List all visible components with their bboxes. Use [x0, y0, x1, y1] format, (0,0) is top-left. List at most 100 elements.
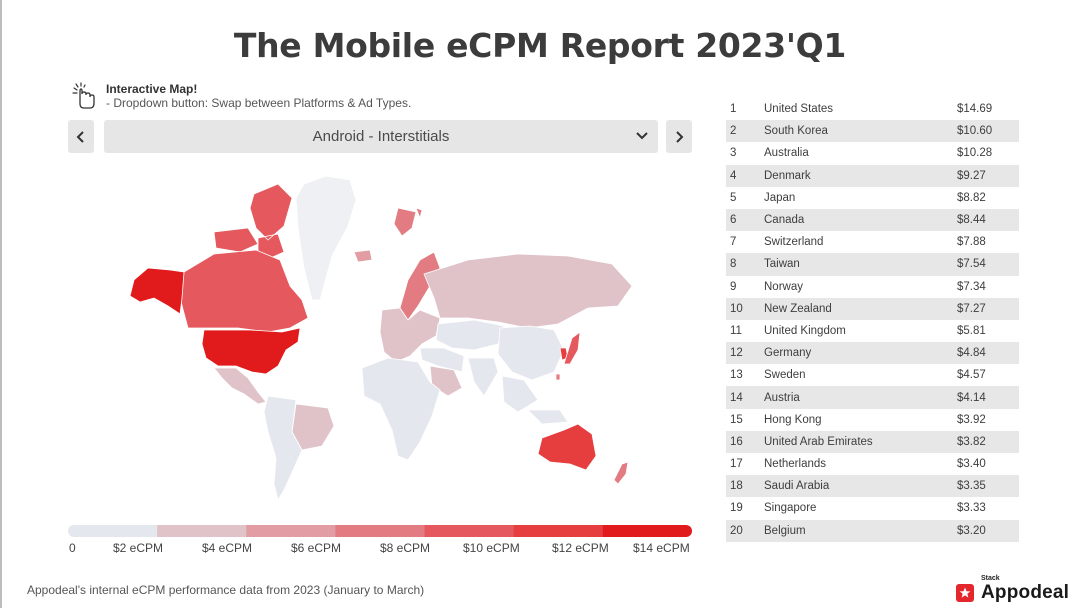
map-region-alaska[interactable] [129, 267, 185, 315]
ecpm-cell: $10.28 [957, 147, 993, 160]
map-region-mexico[interactable] [213, 367, 267, 405]
ecpm-cell: $4.57 [957, 369, 986, 382]
country-cell: Taiwan [764, 253, 957, 276]
map-region-united-states[interactable] [201, 327, 301, 375]
ecpm-cell: $3.40 [957, 458, 986, 471]
dropdown-selected-value: Android - Interstitials [312, 128, 450, 145]
ecpm-cell: $8.82 [957, 191, 986, 204]
world-map[interactable] [118, 168, 638, 508]
country-cell: Netherlands [764, 458, 827, 471]
table-row: 15 Hong Kong $3.92 [726, 409, 1019, 431]
rank-cell: 13 [730, 369, 743, 382]
table-row: 9 Norway $7.34 [726, 276, 1019, 298]
map-region-new-zealand[interactable] [613, 461, 629, 485]
map-region-russia[interactable] [423, 253, 633, 329]
map-region-southeast-asia[interactable] [501, 375, 569, 425]
table-row: 19 Singapore $3.33 [726, 497, 1019, 519]
chevron-right-icon [676, 130, 684, 143]
rank-cell: 4 [726, 164, 764, 187]
country-cell: Saudi Arabia [764, 475, 957, 498]
ecpm-cell: $4.84 [957, 342, 1019, 365]
ecpm-cell: $3.92 [957, 413, 986, 426]
country-cell: United Arab Emirates [764, 430, 957, 453]
table-row: 20 Belgium $3.20 [726, 519, 1019, 542]
table-row: 6 Canada $8.44 [726, 208, 1019, 232]
ecpm-cell: $9.27 [957, 164, 1019, 187]
table-row: 16 United Arab Emirates $3.82 [726, 430, 1019, 453]
map-region-india[interactable] [467, 357, 499, 397]
rank-cell: 18 [726, 475, 764, 498]
rank-cell: 10 [726, 297, 764, 320]
legend-label: $6 eCPM [291, 541, 342, 555]
rank-cell: 11 [730, 324, 742, 337]
ecpm-cell: $8.44 [957, 208, 1019, 232]
country-cell: Belgium [764, 519, 957, 542]
map-region-china[interactable] [497, 325, 565, 381]
map-region-central-asia[interactable] [435, 319, 505, 351]
chevron-down-icon [636, 132, 648, 140]
legend-segment [602, 525, 692, 537]
report-title: The Mobile eCPM Report 2023'Q1 [233, 26, 847, 65]
legend-label: $4 eCPM [202, 541, 253, 555]
table-row: 8 Taiwan $7.54 [726, 253, 1019, 276]
ecpm-cell: $7.34 [957, 280, 986, 293]
ecpm-cell: $7.88 [957, 236, 986, 249]
hint-subtitle: - Dropdown button: Swap between Platform… [106, 96, 412, 110]
chevron-left-icon [76, 130, 84, 143]
map-region-south-america[interactable] [263, 395, 303, 502]
map-region-iceland[interactable] [353, 249, 373, 263]
legend-label: $8 eCPM [380, 541, 431, 555]
table-row: 11 United Kingdom $5.81 [726, 320, 1019, 342]
country-cell: Canada [764, 208, 957, 232]
rank-cell: 2 [726, 120, 764, 143]
stack-appodeal-logo[interactable]: Stack Appodeal [956, 574, 1069, 604]
map-region-middle-east[interactable] [419, 347, 465, 373]
map-region-europe[interactable] [379, 307, 441, 363]
country-cell: Denmark [764, 164, 957, 187]
country-cell: South Korea [764, 120, 957, 143]
rank-cell: 6 [726, 208, 764, 232]
country-cell: Sweden [764, 369, 806, 382]
star-logo-icon [956, 584, 974, 602]
legend-label: $12 eCPM [552, 541, 609, 555]
map-region-australia[interactable] [537, 423, 597, 471]
left-border [0, 0, 2, 608]
map-region-africa[interactable] [361, 357, 441, 461]
map-region-greenland[interactable] [295, 175, 357, 301]
country-cell: New Zealand [764, 297, 957, 320]
ecpm-cell: $10.60 [957, 120, 1019, 143]
next-button[interactable] [666, 120, 692, 153]
map-region-scandinavia[interactable] [399, 251, 441, 321]
platform-adtype-dropdown[interactable]: Android - Interstitials [104, 120, 658, 153]
map-region-canada[interactable] [179, 249, 309, 333]
legend-segment [246, 525, 336, 537]
map-region-taiwan[interactable] [555, 373, 561, 381]
table-row: 13 Sweden $4.57 [726, 364, 1019, 386]
table-row: 1 United States $14.69 [726, 98, 1019, 120]
country-cell: Norway [764, 280, 803, 293]
rank-cell: 7 [730, 236, 737, 249]
rank-cell: 16 [726, 430, 764, 453]
previous-button[interactable] [68, 120, 94, 153]
table-row: 10 New Zealand $7.27 [726, 297, 1019, 320]
legend-label: $10 eCPM [463, 541, 520, 555]
rank-cell: 17 [730, 458, 743, 471]
brand-stack-label: Stack [981, 575, 1000, 582]
ecpm-cell: $7.27 [957, 297, 1019, 320]
map-region-svalbard[interactable] [393, 207, 423, 237]
legend-label: $2 eCPM [113, 541, 164, 555]
country-cell: Australia [764, 147, 809, 160]
table-row: 7 Switzerland $7.88 [726, 231, 1019, 253]
country-cell: Hong Kong [764, 413, 822, 426]
rank-cell: 14 [726, 386, 764, 409]
country-cell: Japan [764, 191, 796, 204]
ecpm-cell: $3.20 [957, 519, 1019, 542]
map-region-japan[interactable] [563, 331, 581, 365]
color-scale-legend [68, 525, 692, 537]
country-cell: Switzerland [764, 236, 824, 249]
legend-label: $14 eCPM [633, 541, 690, 555]
map-region-canadian-arctic[interactable] [213, 183, 293, 261]
rank-cell: 5 [730, 191, 737, 204]
legend-segment [513, 525, 604, 537]
data-source-note: Appodeal's internal eCPM performance dat… [27, 583, 425, 597]
